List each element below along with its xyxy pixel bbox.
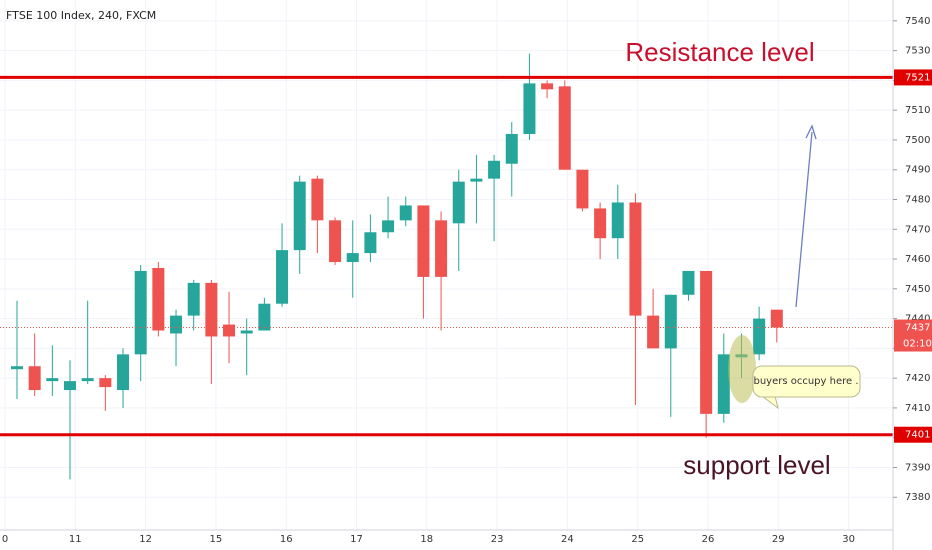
candle-body (382, 220, 395, 233)
x-tick-label: 16 (280, 534, 293, 545)
candle-body (770, 309, 783, 328)
level-tag-label: 7401 (905, 430, 930, 441)
candle-body (205, 282, 218, 337)
candle-body (452, 181, 465, 224)
y-tick-label: 7420 (905, 373, 930, 384)
arrow-head (805, 124, 817, 140)
x-tick-label: 11 (69, 534, 82, 545)
candle-body (170, 315, 183, 334)
candle-body (611, 202, 624, 239)
level-tag (894, 426, 932, 443)
candle-body (664, 294, 677, 349)
y-tick-label: 7470 (905, 224, 930, 235)
candle-body (647, 315, 660, 349)
support-label: support level (683, 450, 830, 480)
x-tick-label: 23 (491, 534, 504, 545)
candle-body (753, 318, 766, 355)
candle-body (346, 253, 359, 263)
y-tick-label: 7510 (905, 105, 930, 116)
candle-body (81, 378, 94, 382)
candle-body (187, 282, 200, 316)
highlight-ellipse (728, 335, 756, 403)
y-tick-label: 7530 (905, 46, 930, 57)
last-price-label: 7437 (905, 323, 930, 334)
candle-body (240, 330, 253, 334)
candle-body (629, 202, 642, 316)
callout-box (752, 365, 861, 398)
y-tick-label: 7390 (905, 462, 930, 473)
y-tick-label: 7490 (905, 165, 930, 176)
x-tick-label: 18 (420, 534, 433, 545)
countdown-label: 02:10:0 (903, 339, 932, 350)
y-tick-label: 7540 (905, 16, 930, 27)
candle-body (329, 220, 342, 263)
candle-body (64, 381, 77, 391)
chart-title: FTSE 100 Index, 240, FXCM (6, 9, 156, 22)
y-tick-label: 7500 (905, 135, 930, 146)
x-tick-label: 25 (631, 534, 644, 545)
candle-body (117, 354, 130, 391)
y-tick-label: 7480 (905, 194, 930, 205)
candle-body (682, 270, 695, 295)
candle-body (435, 220, 448, 277)
x-tick-label: 26 (702, 534, 715, 545)
candle-body (134, 270, 147, 355)
candle-body (99, 378, 112, 388)
y-tick-label: 7450 (905, 284, 930, 295)
last-price-tag (894, 319, 932, 352)
candle-body (470, 178, 483, 182)
x-tick-label: 29 (772, 534, 785, 545)
callout-tail (760, 395, 779, 410)
candle-body (576, 169, 589, 209)
arrow (795, 131, 813, 308)
y-tick-label: 7410 (905, 403, 930, 414)
candle-body (364, 232, 377, 254)
y-tick-label: 7460 (905, 254, 930, 265)
candle-body (488, 160, 501, 179)
candle-body (558, 86, 571, 170)
candle-body (152, 267, 165, 331)
x-tick-label: 12 (139, 534, 152, 545)
candle-body (541, 83, 554, 90)
x-tick-label: 30 (842, 534, 855, 545)
x-tick-label: 24 (561, 534, 574, 545)
x-tick-label: 0 (2, 534, 8, 545)
level-tag (894, 69, 932, 86)
y-tick-label: 7380 (905, 492, 930, 503)
candle-body (505, 133, 518, 164)
candle-body (717, 354, 730, 414)
candle-body (223, 324, 236, 337)
candle-body (594, 208, 607, 239)
callout-text: buyers occupy here . (753, 376, 858, 387)
candle-body (258, 303, 271, 331)
x-tick-label: 17 (350, 534, 363, 545)
candle-body (11, 366, 23, 370)
candle-body (293, 181, 306, 251)
y-tick-label: 7440 (905, 314, 930, 325)
candle-body (276, 250, 289, 304)
level-tag-label: 7521 (905, 72, 930, 83)
candle-body (399, 205, 412, 221)
candle-body (523, 83, 536, 134)
resistance-label: Resistance level (625, 37, 814, 67)
candle-body (700, 270, 713, 414)
candle-body (311, 178, 324, 221)
candle-body (28, 366, 41, 391)
x-tick-label: 15 (210, 534, 223, 545)
candle-body (417, 205, 430, 277)
candle-body (46, 378, 59, 382)
